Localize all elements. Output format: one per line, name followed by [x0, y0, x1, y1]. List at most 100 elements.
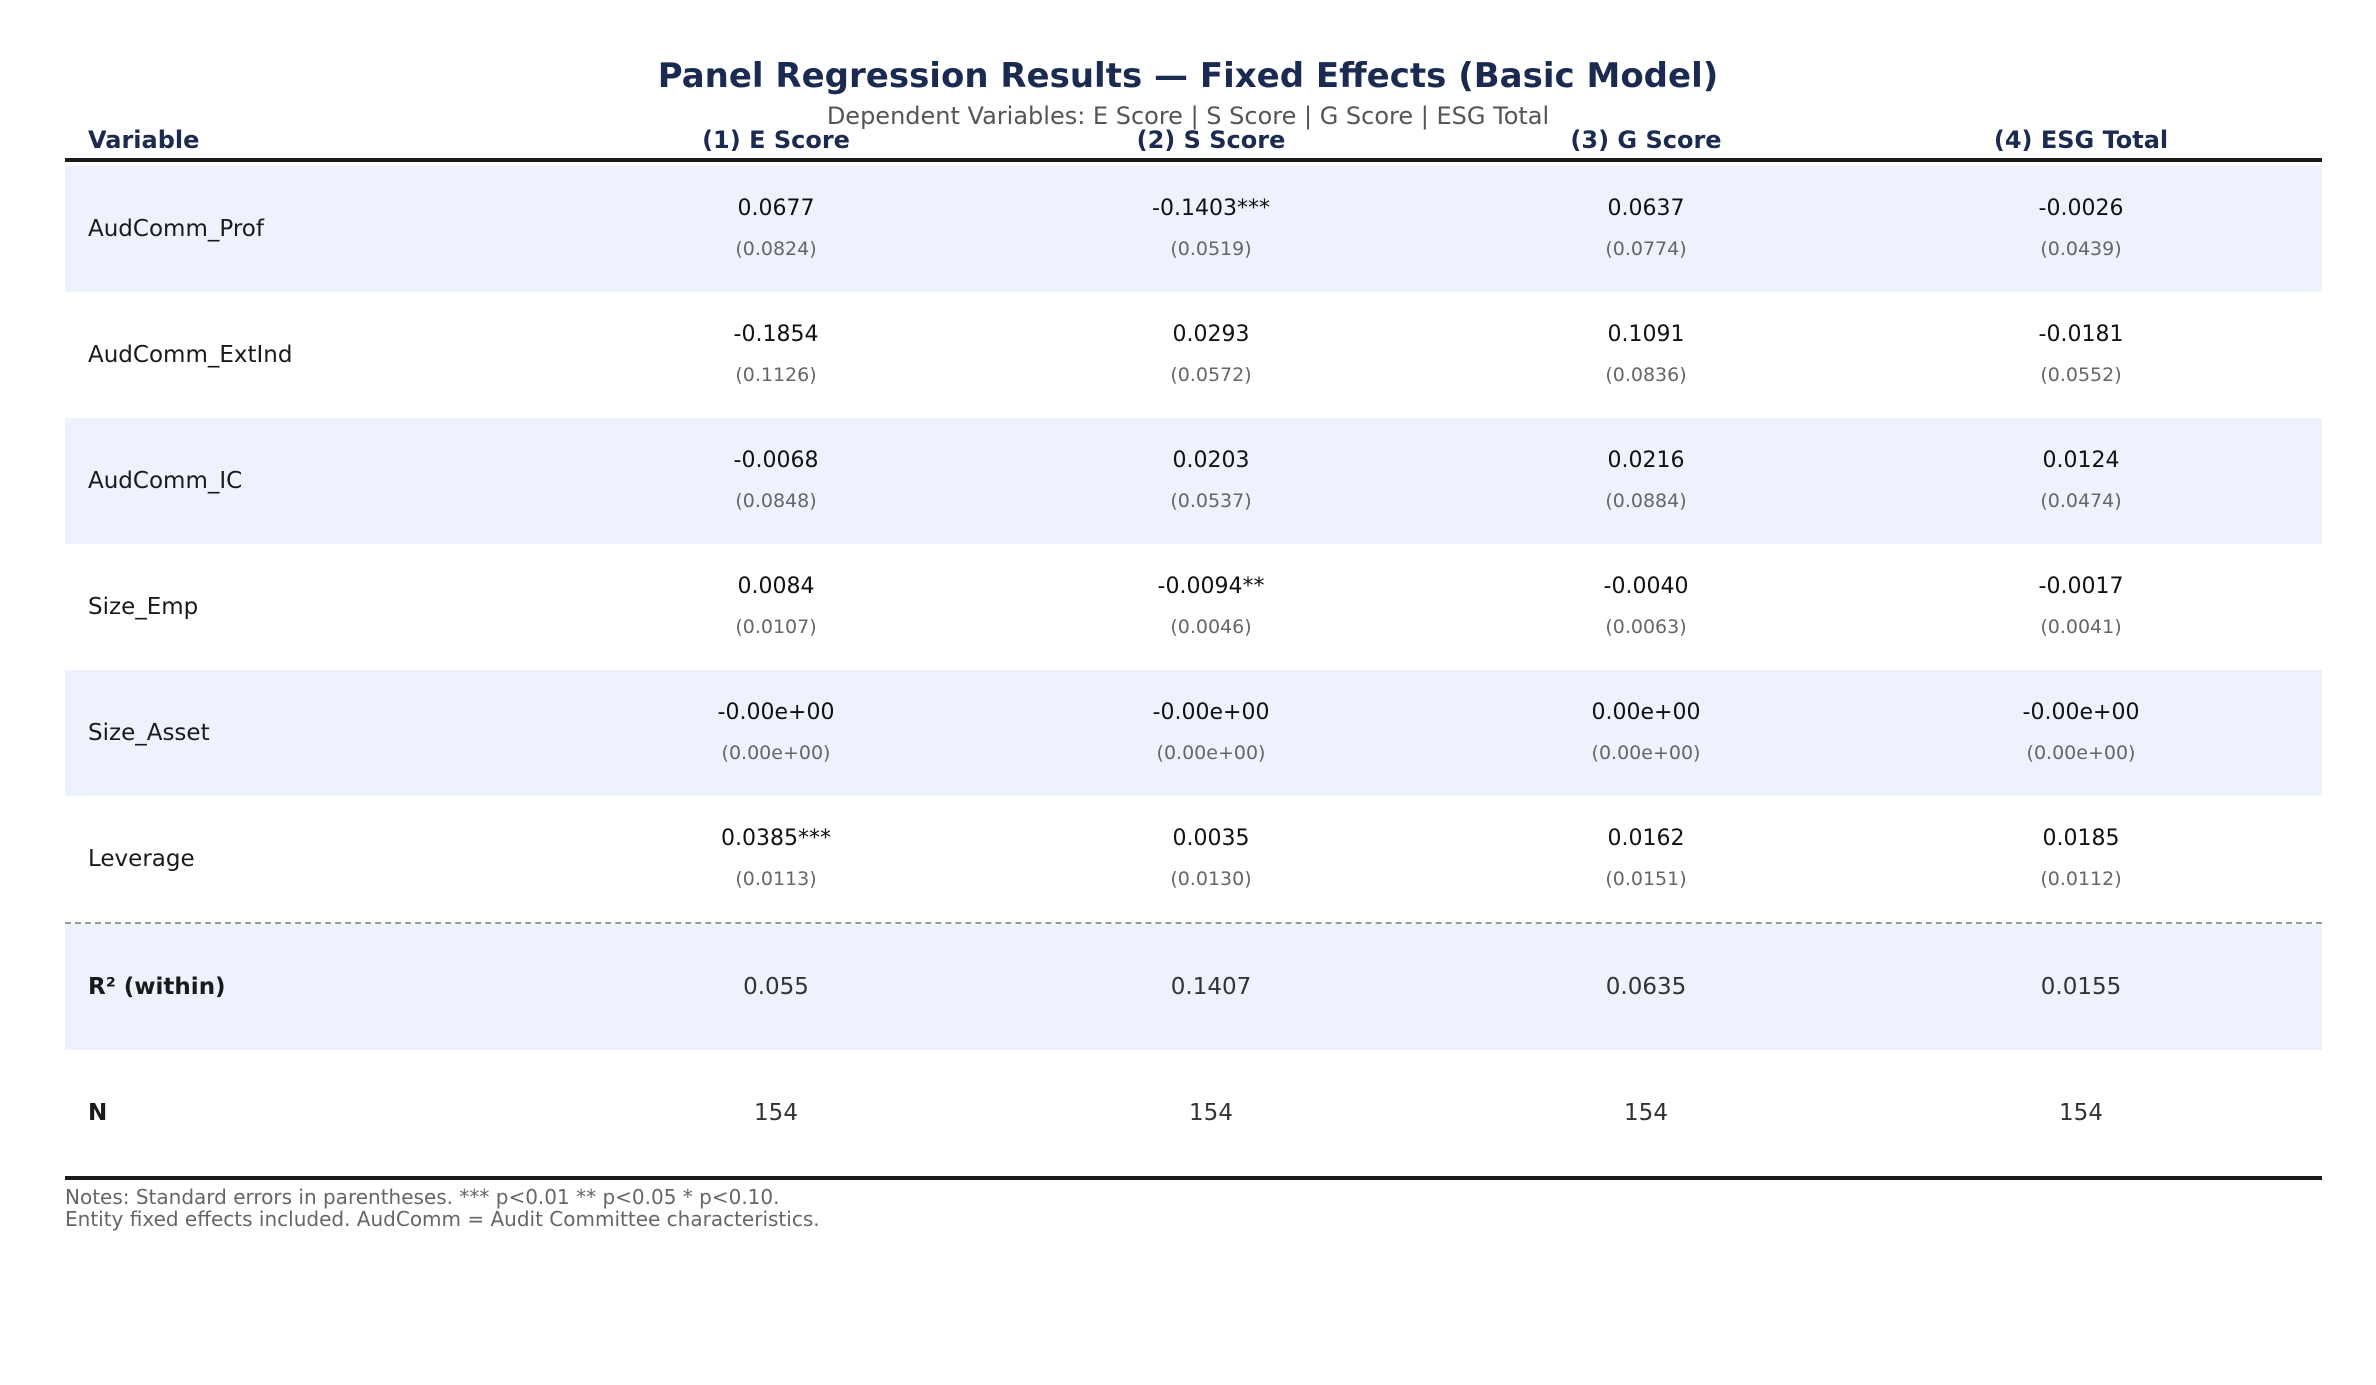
- coefficient-value: -0.0017: [2038, 574, 2124, 599]
- coefficient-value: -0.0094**: [1157, 574, 1265, 599]
- header-row: Variable (1) E Score (2) S Score (3) G S…: [65, 120, 2322, 162]
- table-cell: -0.0068 (0.0848): [734, 418, 819, 544]
- table-cell: 0.0216 (0.0884): [1605, 418, 1686, 544]
- row-label: Leverage: [88, 846, 195, 872]
- column-header-s-score: (2) S Score: [1136, 126, 1286, 154]
- table-cell: -0.1403*** (0.0519): [1152, 166, 1270, 292]
- standard-error-value: (0.0151): [1605, 868, 1687, 890]
- table-cell: -0.0017 (0.0041): [2039, 544, 2124, 670]
- standard-error-value: (0.0537): [1170, 490, 1252, 512]
- coefficient-value: 0.0203: [1172, 448, 1250, 473]
- table-cell: 0.00e+00 (0.00e+00): [1592, 670, 1701, 796]
- standard-error-value: (0.0439): [2040, 238, 2122, 260]
- table-title: Panel Regression Results — Fixed Effects…: [657, 56, 1719, 96]
- stat-value: 154: [754, 1100, 798, 1126]
- stat-value: 154: [1189, 1100, 1233, 1126]
- table-cell: -0.0181 (0.0552): [2039, 292, 2124, 418]
- stat-row: N 154 154 154 154: [65, 1050, 2322, 1176]
- row-label: Size_Emp: [88, 594, 199, 620]
- table-cell: -0.0040 (0.0063): [1604, 544, 1689, 670]
- stat-value: 154: [2059, 1100, 2103, 1126]
- table-cell: 0.0124 (0.0474): [2040, 418, 2121, 544]
- table-cell: 0.0637 (0.0774): [1605, 166, 1686, 292]
- table-cell: 0.0677 (0.0824): [735, 166, 816, 292]
- stat-value: 154: [1624, 1100, 1668, 1126]
- row-label: AudComm_Prof: [88, 216, 264, 242]
- standard-error-value: (0.0824): [735, 238, 817, 260]
- standard-error-value: (0.0107): [735, 616, 817, 638]
- note-line: Entity fixed effects included. AudComm =…: [65, 1207, 820, 1231]
- table-row: Leverage 0.0385*** (0.0113) 0.0035 (0.0130) 0…: [65, 796, 2322, 922]
- column-header-esg-total: (4) ESG Total: [1993, 126, 2169, 154]
- coefficient-value: -0.00e+00: [717, 700, 835, 725]
- coefficient-value: -0.1854: [733, 322, 819, 347]
- coefficient-value: 0.0637: [1607, 196, 1685, 221]
- coefficient-value: 0.0185: [2042, 826, 2120, 851]
- statistic-rows: R² (within) 0.055 0.1407 0.0635 0.0155 N 154 15…: [65, 924, 2322, 1176]
- standard-error-value: (0.0113): [735, 868, 817, 890]
- column-header-g-score: (3) G Score: [1570, 126, 1722, 154]
- coefficient-value: -0.0026: [2038, 196, 2124, 221]
- table-cell: 0.0385*** (0.0113): [721, 796, 831, 922]
- standard-error-value: (0.00e+00): [2026, 742, 2136, 764]
- standard-error-value: (0.0848): [735, 490, 817, 512]
- coefficient-value: 0.0084: [737, 574, 815, 599]
- table-cell: 0.0185 (0.0112): [2040, 796, 2121, 922]
- standard-error-value: (0.00e+00): [721, 742, 831, 764]
- table-cell: 0.0162 (0.0151): [1605, 796, 1686, 922]
- standard-error-value: (0.00e+00): [1156, 742, 1266, 764]
- coefficient-value: -0.1403***: [1152, 196, 1270, 221]
- note-line: Notes: Standard errors in parentheses. *…: [65, 1185, 780, 1209]
- table-cell: -0.1854 (0.1126): [734, 292, 819, 418]
- coefficient-rows: AudComm_Prof 0.0677 (0.0824) -0.1403*** (0.0…: [65, 166, 2322, 922]
- table-cell: -0.0094** (0.0046): [1158, 544, 1265, 670]
- coefficient-value: -0.0068: [733, 448, 819, 473]
- coefficient-value: 0.1091: [1607, 322, 1685, 347]
- standard-error-value: (0.0836): [1605, 364, 1687, 386]
- standard-error-value: (0.0063): [1605, 616, 1687, 638]
- table-cell: 0.1091 (0.0836): [1605, 292, 1686, 418]
- coefficient-value: 0.0216: [1607, 448, 1685, 473]
- coefficient-value: 0.0162: [1607, 826, 1685, 851]
- table-row: AudComm_IC -0.0068 (0.0848) 0.0203 (0.0537) 0…: [65, 418, 2322, 544]
- coefficient-value: -0.0181: [2038, 322, 2124, 347]
- stat-value: 0.0635: [1605, 974, 1687, 1000]
- table-cell: -0.00e+00 (0.00e+00): [718, 670, 835, 796]
- table-row: AudComm_Prof 0.0677 (0.0824) -0.1403*** (0.0…: [65, 166, 2322, 292]
- standard-error-value: (0.1126): [735, 364, 817, 386]
- standard-error-value: (0.0884): [1605, 490, 1687, 512]
- stat-label: N: [88, 1100, 108, 1126]
- coefficient-value: 0.0385***: [721, 826, 831, 851]
- standard-error-value: (0.0552): [2040, 364, 2122, 386]
- stats-divider: [65, 922, 2322, 924]
- stat-value: 0.055: [743, 974, 809, 1000]
- row-label: Size_Asset: [88, 720, 210, 746]
- coefficient-value: 0.00e+00: [1591, 700, 1701, 725]
- table-cell: -0.0026 (0.0439): [2039, 166, 2124, 292]
- table-subtitle: Dependent Variables: E Score | S Score |…: [826, 102, 1550, 130]
- stat-label: R² (within): [88, 974, 226, 1000]
- standard-error-value: (0.0474): [2040, 490, 2122, 512]
- coefficient-value: 0.0124: [2042, 448, 2120, 473]
- coefficient-value: -0.0040: [1603, 574, 1689, 599]
- table-cell: -0.00e+00 (0.00e+00): [2023, 670, 2140, 796]
- table-cell: 0.0035 (0.0130): [1170, 796, 1251, 922]
- stat-row: R² (within) 0.055 0.1407 0.0635 0.0155: [65, 924, 2322, 1050]
- standard-error-value: (0.0130): [1170, 868, 1252, 890]
- stat-value: 0.0155: [2040, 974, 2122, 1000]
- table-row: Size_Emp 0.0084 (0.0107) -0.0094** (0.0046) -…: [65, 544, 2322, 670]
- column-header-variable: Variable: [88, 126, 200, 154]
- coefficient-value: 0.0293: [1172, 322, 1250, 347]
- standard-error-value: (0.0046): [1170, 616, 1252, 638]
- table-notes: Notes: Standard errors in parentheses. *…: [65, 1186, 2322, 1230]
- table-row: AudComm_ExtInd -0.1854 (0.1126) 0.0293 (0.05…: [65, 292, 2322, 418]
- coefficient-value: -0.00e+00: [1152, 700, 1270, 725]
- bottom-rule: [65, 1176, 2322, 1180]
- regression-table: Variable (1) E Score (2) S Score (3) G S…: [65, 120, 2322, 1230]
- coefficient-value: 0.0035: [1172, 826, 1250, 851]
- standard-error-value: (0.00e+00): [1591, 742, 1701, 764]
- table-cell: -0.00e+00 (0.00e+00): [1153, 670, 1270, 796]
- standard-error-value: (0.0774): [1605, 238, 1687, 260]
- table-cell: 0.0203 (0.0537): [1170, 418, 1251, 544]
- standard-error-value: (0.0041): [2040, 616, 2122, 638]
